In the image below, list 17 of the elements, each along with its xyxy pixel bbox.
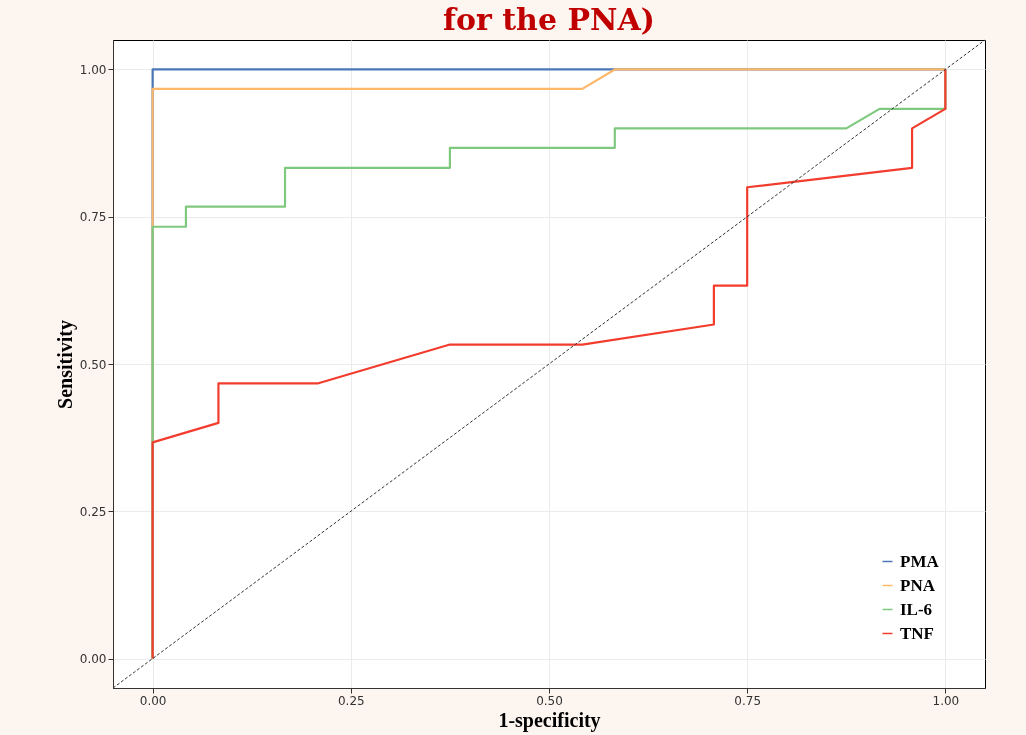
y-tick-label: 1.00 bbox=[79, 62, 107, 77]
y-tick-label: 0.50 bbox=[79, 357, 107, 372]
legend-label: TNF bbox=[900, 623, 934, 643]
x-tick-label: 0.50 bbox=[536, 693, 563, 708]
x-tick-label: 0.75 bbox=[734, 693, 762, 708]
x-tick-label: 0.25 bbox=[337, 693, 365, 708]
y-tick-label: 0.75 bbox=[79, 210, 107, 225]
legend-label: PMA bbox=[900, 551, 940, 571]
x-tick-label: 1.00 bbox=[932, 693, 960, 708]
y-tick-label: 0.00 bbox=[79, 652, 107, 667]
y-axis-title: Sensitivity bbox=[53, 320, 77, 409]
chart-title: for the PNA) bbox=[443, 1, 655, 37]
legend-label: IL-6 bbox=[900, 599, 933, 619]
y-tick-label: 0.25 bbox=[79, 504, 107, 519]
x-axis-title: 1-specificity bbox=[498, 708, 601, 732]
legend-label: PNA bbox=[900, 575, 936, 595]
x-tick-label: 0.00 bbox=[139, 693, 167, 708]
